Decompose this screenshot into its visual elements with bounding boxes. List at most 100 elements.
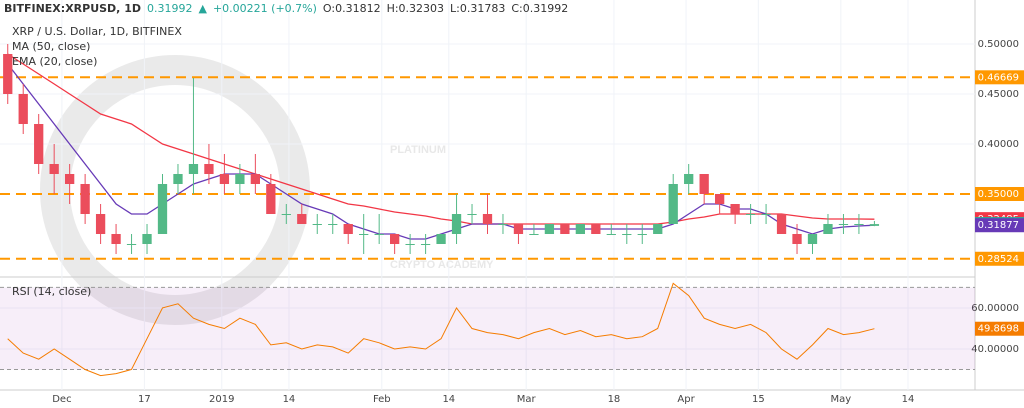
candle-body xyxy=(126,244,137,245)
candle-body xyxy=(544,224,555,234)
price-badge-label: 49.8698 xyxy=(978,324,1019,335)
candle-body xyxy=(653,224,663,234)
candle-body xyxy=(637,234,647,235)
candle-body xyxy=(668,184,678,224)
candle-body xyxy=(730,204,740,214)
candle-body xyxy=(529,234,539,235)
y-tick-label: 0.40000 xyxy=(978,139,1019,150)
header-item: O:0.31812 xyxy=(323,2,381,15)
y-tick-label: 0.45000 xyxy=(978,89,1019,100)
level-label: 0.28524 xyxy=(978,254,1019,265)
y-tick-label: 60.00000 xyxy=(971,303,1019,314)
x-tick-label: Mar xyxy=(517,394,537,405)
x-tick-label: Apr xyxy=(677,394,695,405)
rsi-band xyxy=(0,287,975,370)
y-tick-label: 40.00000 xyxy=(971,344,1019,355)
watermark: PLATINUM CRYPTO ACADEMY xyxy=(40,55,494,325)
candle-body xyxy=(606,234,616,235)
candle-body xyxy=(204,164,214,174)
chart-header: BITFINEX:XRPUSD, 1D 0.31992 ▲ +0.00221 (+0.… xyxy=(4,2,568,15)
candle-body xyxy=(312,224,322,225)
candle-body xyxy=(467,214,477,215)
candle-body xyxy=(854,224,864,225)
x-tick-label: May xyxy=(830,394,851,405)
header-item: 0.31992 xyxy=(147,2,193,15)
x-tick-label: 14 xyxy=(442,394,455,405)
candle-body xyxy=(80,184,90,214)
level-badge xyxy=(975,187,1024,201)
x-tick-label: 14 xyxy=(902,394,915,405)
candle-body xyxy=(49,164,59,174)
candle-body xyxy=(451,214,462,234)
candle-body xyxy=(684,174,694,184)
candle-body xyxy=(482,214,493,224)
candle-body xyxy=(715,194,725,204)
x-tick-label: 15 xyxy=(752,394,765,405)
candle-body xyxy=(575,224,585,234)
x-tick-label: 18 xyxy=(608,394,621,405)
price-badge xyxy=(975,321,1024,336)
candle-body xyxy=(297,214,307,224)
y-tick-label: 0.50000 xyxy=(978,39,1019,50)
chart-subtitle: XRP / U.S. Dollar, 1D, BITFINEX xyxy=(12,25,182,38)
candle-body xyxy=(219,174,230,184)
candle-body xyxy=(34,124,44,164)
candle-body xyxy=(281,214,291,215)
header-item: +0.00221 (+0.7%) xyxy=(213,2,317,15)
candle-body xyxy=(374,234,384,235)
candle-body xyxy=(157,184,168,234)
candle-body xyxy=(838,224,849,225)
candle-body xyxy=(761,214,771,215)
legend-entry: EMA (20, close) xyxy=(12,55,97,68)
series-line xyxy=(7,282,875,377)
x-tick-label: 2019 xyxy=(209,394,234,405)
candle-body xyxy=(328,224,338,225)
x-tick-label: 14 xyxy=(283,394,296,405)
candle-body xyxy=(343,224,353,234)
candle-body xyxy=(142,234,152,244)
candle-body xyxy=(18,94,28,124)
level-label: 0.35000 xyxy=(978,189,1019,200)
candle-body xyxy=(390,234,400,244)
watermark-logo xyxy=(40,55,310,325)
candle-body xyxy=(513,224,524,234)
price-badge xyxy=(975,218,1024,233)
candle-body xyxy=(173,174,183,184)
legend-entry: MA (50, close) xyxy=(12,40,90,53)
price-badge-label: 0.31877 xyxy=(978,220,1019,231)
watermark-text: PLATINUM xyxy=(390,144,446,156)
level-badge xyxy=(975,70,1024,85)
candle-body xyxy=(235,174,245,184)
candle-body xyxy=(622,234,632,235)
candle-body xyxy=(436,234,446,244)
candle-body xyxy=(95,214,106,234)
header-item: ▲ xyxy=(198,2,207,15)
watermark-text: CRYPTO ACADEMY xyxy=(390,259,494,271)
candle-body xyxy=(807,234,818,244)
candle-body xyxy=(591,224,601,234)
candle-body xyxy=(266,184,276,214)
candle-body xyxy=(792,234,802,244)
x-tick-label: Feb xyxy=(373,394,391,405)
candle-body xyxy=(111,234,121,244)
candle-body xyxy=(405,244,415,245)
candle-body xyxy=(560,224,570,234)
candle-body xyxy=(250,174,260,184)
candle-body xyxy=(699,174,709,194)
candle-body xyxy=(3,54,13,94)
candle-body xyxy=(188,164,199,174)
candle-body xyxy=(776,214,787,234)
candle-body xyxy=(359,234,369,235)
header-item: C:0.31992 xyxy=(511,2,568,15)
candle-body xyxy=(420,244,431,245)
x-tick-label: 17 xyxy=(138,394,151,405)
header-item: H:0.32303 xyxy=(387,2,444,15)
candle-body xyxy=(65,174,75,184)
level-label: 0.46669 xyxy=(978,72,1019,83)
series-line xyxy=(7,53,875,225)
candle-body xyxy=(498,224,508,225)
candle-body xyxy=(869,224,880,226)
legend-entry: RSI (14, close) xyxy=(12,285,91,298)
candle-body xyxy=(823,224,833,234)
